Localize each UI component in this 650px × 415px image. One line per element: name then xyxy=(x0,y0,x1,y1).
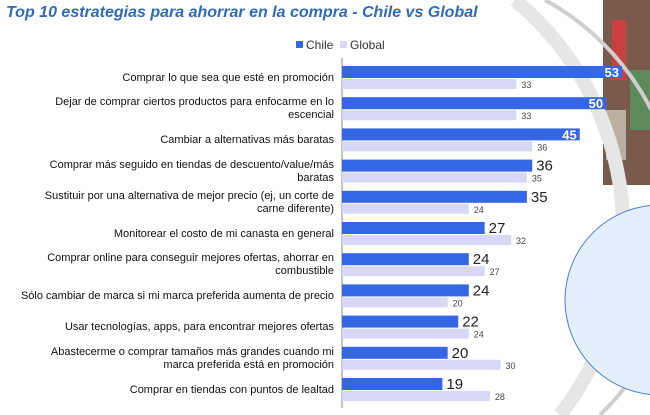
category-label: Comprar lo que sea que esté en promoción xyxy=(122,71,334,84)
value-label: 35 xyxy=(531,189,548,206)
legend-label: Chile xyxy=(306,38,334,52)
value-label: 20 xyxy=(452,345,469,362)
value-label: 24 xyxy=(473,282,490,299)
value-label: 20 xyxy=(453,298,463,308)
bar xyxy=(342,284,469,297)
chart-title: Top 10 estrategias para ahorrar en la co… xyxy=(6,4,478,21)
bar xyxy=(342,66,622,78)
value-label: 28 xyxy=(495,392,505,402)
category-label: Comprar online para conseguir mejores of… xyxy=(47,252,334,278)
value-label: 36 xyxy=(536,158,553,175)
legend-swatch xyxy=(340,41,347,48)
bar xyxy=(342,235,512,245)
bar xyxy=(342,253,469,266)
bar xyxy=(342,141,533,152)
value-label: 33 xyxy=(521,80,531,90)
category-label: Monitorear el costo de mi canasta en gen… xyxy=(113,227,334,240)
category-label: Cambiar a alternativas más baratas xyxy=(160,133,334,146)
value-label: 30 xyxy=(505,361,515,371)
value-label: 33 xyxy=(521,111,531,121)
category-label: Abastecerme o comprar tamaños más grande… xyxy=(50,345,334,371)
value-label: 24 xyxy=(474,205,484,215)
bar xyxy=(342,328,469,339)
value-label: 32 xyxy=(516,236,526,246)
category-label: Usar tecnologías, apps, para encontrar m… xyxy=(64,321,334,334)
bar xyxy=(342,203,469,214)
bar xyxy=(342,346,448,359)
bar xyxy=(342,159,533,172)
bar xyxy=(342,266,485,277)
value-label: 35 xyxy=(532,174,542,184)
bar xyxy=(342,359,501,370)
bar xyxy=(342,79,517,89)
value-label: 19 xyxy=(446,376,463,393)
bar xyxy=(342,97,607,110)
circle-decor xyxy=(564,205,650,395)
value-label: 45 xyxy=(562,127,576,142)
value-label: 36 xyxy=(537,142,547,152)
value-label: 27 xyxy=(489,220,506,237)
legend-swatch xyxy=(296,41,303,48)
bar xyxy=(342,315,459,328)
bar xyxy=(342,172,527,183)
bar xyxy=(342,297,448,308)
category-label: Sustituir por una alternativa de mejor p… xyxy=(44,189,334,215)
category-label: Comprar en tiendas con puntos de lealtad xyxy=(129,383,334,396)
bar xyxy=(342,128,580,141)
value-label: 24 xyxy=(474,330,484,340)
legend-label: Global xyxy=(350,38,385,52)
value-label: 22 xyxy=(462,314,479,331)
value-label: 27 xyxy=(490,267,500,277)
value-label: 24 xyxy=(473,251,490,268)
bar xyxy=(342,222,485,234)
category-label: Dejar de comprar ciertos productos para … xyxy=(55,96,334,122)
bar xyxy=(342,391,490,401)
bar xyxy=(342,110,517,121)
bar xyxy=(342,378,443,390)
value-label: 50 xyxy=(589,96,603,111)
bar xyxy=(342,190,527,203)
value-label: 53 xyxy=(605,65,619,80)
category-label: Comprar más seguido en tiendas de descue… xyxy=(49,158,334,184)
category-label: Sólo cambiar de marca si mi marca prefer… xyxy=(20,289,334,302)
